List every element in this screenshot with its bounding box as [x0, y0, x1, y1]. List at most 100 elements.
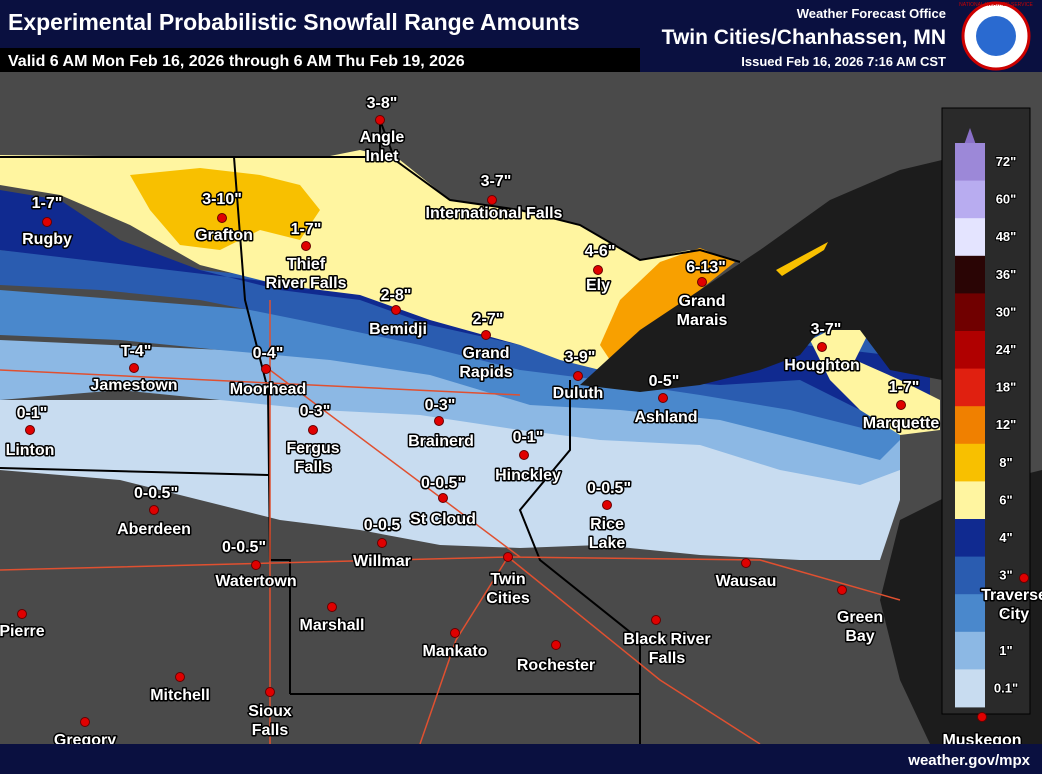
city-dot	[129, 363, 139, 373]
legend-label: 12"	[996, 417, 1017, 432]
city-name-line: Sioux	[248, 703, 292, 720]
city-amount: 0-3"	[300, 403, 331, 420]
border-canada	[0, 119, 741, 263]
city-dot	[602, 500, 612, 510]
city-amount: 0-1"	[513, 429, 544, 446]
legend-label: 48"	[996, 229, 1017, 244]
city-amount: 0-0.5"	[421, 475, 465, 492]
city-name-line: Angle	[360, 129, 405, 146]
legend-swatch	[955, 143, 985, 181]
isle-royale	[776, 242, 828, 276]
legend-swatch	[955, 443, 985, 482]
city-name-line: River Falls	[266, 275, 347, 292]
city-name: Grand Rapids	[459, 345, 512, 381]
city-dot	[375, 115, 385, 125]
city-dot	[481, 330, 491, 340]
city-name: Watertown	[215, 573, 296, 590]
city-dot	[308, 425, 318, 435]
legend-label: 0.1"	[994, 680, 1018, 695]
legend-swatch	[955, 255, 985, 294]
city-amount: 3-10"	[202, 191, 242, 208]
city-dot	[434, 416, 444, 426]
legend-swatch	[955, 331, 985, 369]
city-name: Marquette	[863, 415, 940, 432]
legend-label: 8"	[999, 455, 1012, 470]
city-amount: 0-0.5"	[587, 480, 631, 497]
city-name: Mitchell	[150, 687, 210, 704]
city-name-line: Lake	[589, 535, 626, 552]
city-name: Angle Inlet	[360, 129, 405, 165]
city-amount: 0-0.5	[364, 517, 401, 534]
city-name: Grand Marais	[677, 293, 728, 329]
legend-label: 60"	[996, 192, 1017, 207]
city-amount: 0-4"	[253, 345, 284, 362]
city-name: Aberdeen	[117, 521, 191, 538]
city-dot	[697, 277, 707, 287]
city-amount: 0-0.5"	[134, 485, 178, 502]
city-name: Brainerd	[408, 433, 474, 450]
legend-swatch	[955, 481, 985, 520]
city-name-line: Cities	[486, 590, 530, 607]
city-dot	[503, 552, 513, 562]
city-name: Twin Cities	[486, 571, 530, 607]
city-amount: 0-5"	[649, 373, 680, 390]
city-name-line: Falls	[295, 459, 332, 476]
city-name-line: Marais	[677, 312, 728, 329]
city-name: International Falls	[426, 205, 563, 222]
legend-label: 72"	[996, 154, 1017, 169]
city-name: Rugby	[22, 231, 72, 248]
city-name: Mankato	[423, 643, 488, 660]
city-dot	[573, 371, 583, 381]
city-dot	[149, 505, 159, 515]
city-name: Bemidji	[369, 321, 427, 338]
city-dot	[519, 450, 529, 460]
city-name-line: Rapids	[459, 364, 512, 381]
city-amount: 1-7"	[32, 195, 63, 212]
city-dot	[17, 609, 27, 619]
legend-label: 1"	[999, 643, 1012, 658]
legend-swatch	[955, 218, 985, 257]
city-amount: 1-7"	[291, 221, 322, 238]
city-name: Wausau	[716, 573, 777, 590]
city-name-line: City	[999, 606, 1029, 623]
city-amount: 3-7"	[811, 321, 842, 338]
highways	[0, 300, 901, 745]
city-amount: 2-8"	[381, 287, 412, 304]
city-name: Thief River Falls	[266, 256, 347, 292]
legend-swatch	[955, 180, 985, 219]
city-dot	[217, 213, 227, 223]
city-dot	[175, 672, 185, 682]
city-name-line: Grand	[462, 345, 509, 362]
city-name: Duluth	[553, 385, 604, 402]
city-dot	[42, 217, 52, 227]
city-name: Jamestown	[90, 377, 177, 394]
city-name-line: Falls	[649, 650, 686, 667]
city-name: Black River Falls	[623, 631, 710, 667]
city-name-line: Green	[837, 609, 883, 626]
city-dot	[261, 364, 271, 374]
city-dot	[377, 538, 387, 548]
city-name: Rochester	[517, 657, 595, 674]
location: Twin Cities/Chanhassen, MN	[662, 26, 946, 49]
legend-label: 4"	[999, 530, 1012, 545]
city-amount: 0-0.5"	[222, 539, 266, 556]
band-8	[130, 168, 320, 250]
city-name: Rice Lake	[589, 516, 626, 552]
city-amount: 3-7"	[481, 173, 512, 190]
legend-label: 3"	[999, 568, 1012, 583]
city-name-line: Thief	[287, 256, 326, 273]
city-name: Ely	[586, 277, 610, 294]
legend-swatch	[955, 368, 985, 407]
city-dot	[265, 687, 275, 697]
city-amount: T-4"	[121, 343, 152, 360]
city-name-line: Rice	[590, 516, 624, 533]
city-name: Pierre	[0, 623, 45, 640]
city-name-line: Fergus	[286, 440, 339, 457]
city-dot	[896, 400, 906, 410]
city-name: Marshall	[300, 617, 365, 634]
city-amount: 1-7"	[889, 379, 920, 396]
city-name: Moorhead	[230, 381, 306, 398]
city-dot	[301, 241, 311, 251]
legend-swatch	[955, 293, 985, 332]
logo-text: NATIONAL WEATHER SERVICE	[959, 2, 1033, 8]
